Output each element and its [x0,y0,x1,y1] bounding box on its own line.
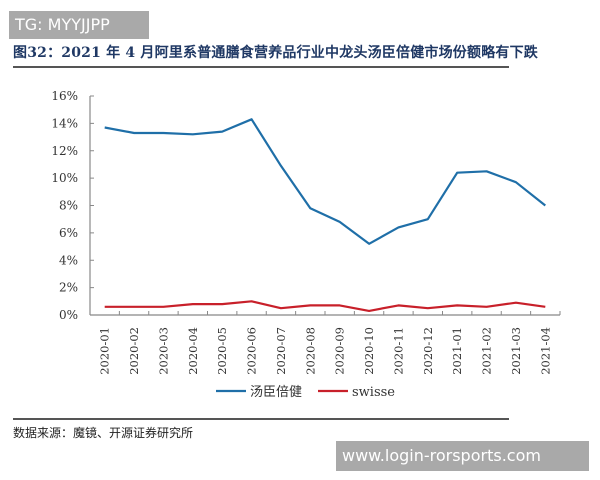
y-tick-label: 16% [51,89,78,103]
legend-label: swisse [352,385,395,400]
y-tick-label: 14% [51,116,78,130]
x-tick-label: 2020-05 [215,327,229,375]
y-tick-label: 6% [59,226,78,240]
x-tick-label: 2020-10 [362,327,376,375]
y-tick-label: 8% [59,199,78,213]
data-source-note: 数据来源：魔镜、开源证券研究所 [13,426,194,440]
watermark-top: TG: MYYJJPP [9,11,149,39]
x-tick-label: 2020-02 [127,327,141,375]
x-tick-label: 2020-07 [274,327,288,375]
y-tick-label: 0% [59,308,78,322]
x-tick-label: 2021-03 [509,327,523,375]
y-tick-label: 4% [59,253,78,267]
y-tick-label: 12% [51,144,78,158]
x-tick-label: 2020-04 [186,327,200,375]
x-tick-label: 2021-01 [450,327,464,375]
y-tick-label: 10% [51,171,78,185]
line-chart: 0%2%4%6%8%10%12%14%16% 2020-01 2020-02 202… [51,89,561,400]
x-axis: 2020-01 2020-02 2020-03 2020-04 2020-05 2020-… [89,311,561,375]
y-axis: 0% 2% 4% 6% 8% 10% 12% 14% 16% [51,89,94,322]
y-tick-label: 2% [59,281,78,295]
title-divider [13,66,509,68]
legend: 汤臣倍健 swisse [216,385,395,400]
series-line [104,300,546,312]
x-tick-label: 2020-06 [245,327,259,375]
x-tick-label: 2021-02 [480,327,494,375]
x-tick-label: 2020-09 [333,327,347,375]
x-tick-label: 2020-12 [421,327,435,375]
x-tick-label: 2020-03 [156,327,170,375]
legend-label: 汤臣倍健 [250,385,302,400]
series-line [104,118,546,245]
x-tick-label: 2020-01 [98,327,112,375]
figure-title: 图32：2021 年 4 月阿里系普通膳食营养品行业中龙头汤臣倍健市场份额略有下… [13,45,539,61]
x-tick-label: 2020-11 [391,327,405,375]
watermark-bottom: www.login-rorsports.com [336,441,589,471]
x-tick-label: 2020-08 [303,327,317,375]
series-layer [104,118,546,312]
x-tick-label: 2021-04 [538,327,552,375]
source-divider [13,418,509,420]
